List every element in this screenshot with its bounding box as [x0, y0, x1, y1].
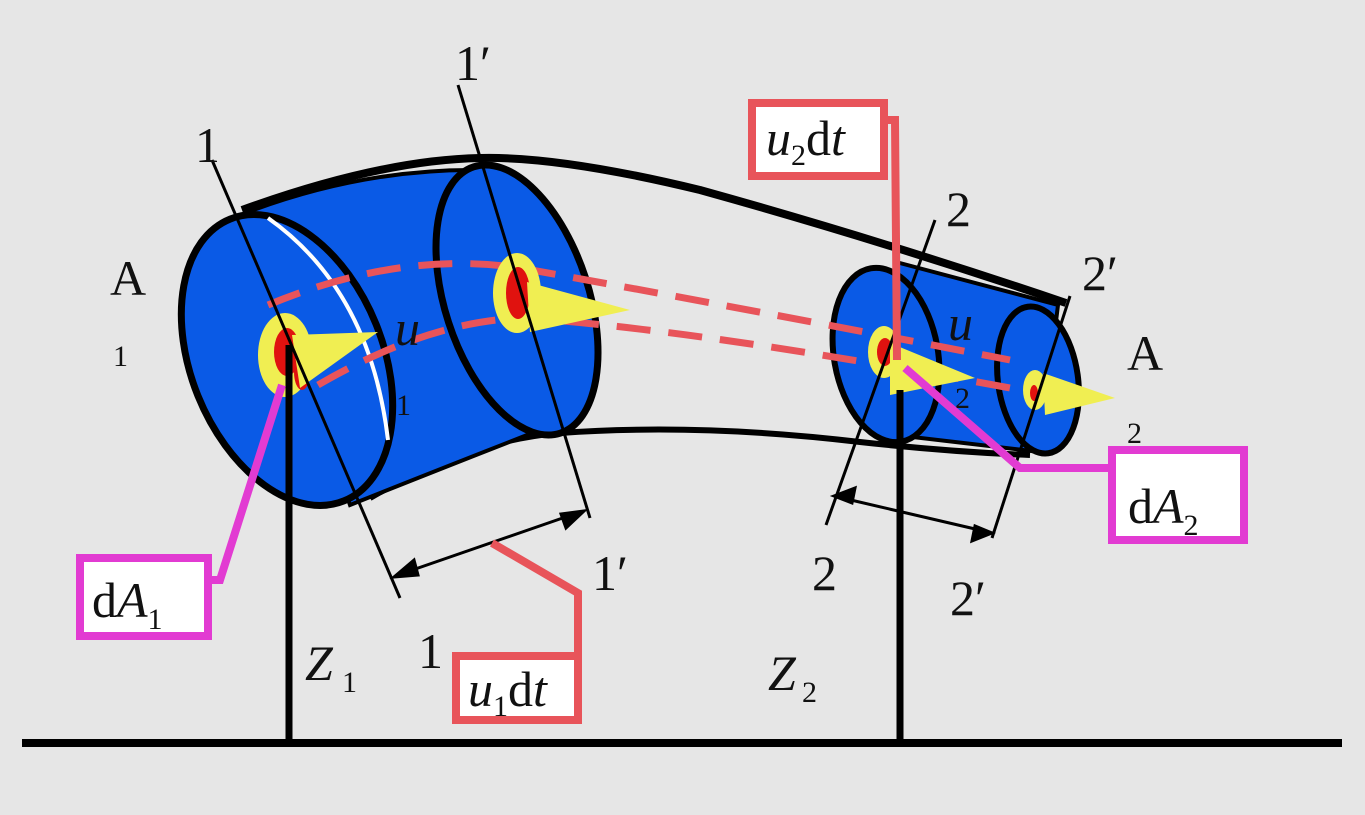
yellow-arrow-icon: [1043, 373, 1115, 415]
callout-dA1: dA1: [76, 554, 212, 640]
yellow-arrow-icon: [527, 282, 630, 332]
label-velocity-2: u: [948, 295, 973, 351]
label-section-1p-top: 1′: [455, 35, 491, 91]
section-line-1p: [456, 84, 592, 519]
displacement-arrow-2: [829, 485, 996, 544]
pipe-top-wall: [240, 153, 1068, 307]
label-area-2-sub: 2: [1127, 417, 1142, 450]
label-area-2: A: [1127, 325, 1163, 381]
yellow-arrow-icon: [890, 343, 975, 395]
callout-u1dt: u1dt: [452, 652, 582, 724]
leader-dA2: [902, 364, 1118, 472]
callout-dA2: dA2: [1108, 446, 1248, 544]
label-section-2p-top: 2′: [1082, 245, 1118, 301]
section-line-2: [824, 219, 937, 526]
label-section-1p-bottom: 1′: [592, 545, 628, 601]
section-line-2p: [990, 295, 1072, 539]
label-velocity-1-sub: 1: [396, 389, 411, 422]
label-area-1: A: [110, 250, 146, 306]
label-z2-sub: 2: [802, 676, 817, 709]
label-section-2-bottom: 2: [812, 545, 837, 601]
label-section-1-top: 1: [195, 117, 220, 173]
label-z1-sub: 1: [342, 666, 357, 699]
displacement-arrow-1: [389, 508, 589, 579]
label-velocity-1: u: [395, 300, 420, 356]
svg-text:dA2: dA2: [1128, 478, 1199, 542]
label-section-2-top: 2: [946, 181, 971, 237]
label-section-1-bottom: 1: [418, 623, 443, 679]
svg-text:u1dt: u1dt: [468, 661, 548, 723]
label-velocity-2-sub: 2: [955, 382, 970, 415]
section-1-highlight: [266, 216, 390, 441]
label-section-2p-bottom: 2′: [950, 570, 986, 626]
section-line-1: [210, 159, 402, 599]
callout-u2dt: u2dt: [748, 99, 888, 180]
label-z2: Z: [768, 645, 797, 701]
label-z1: Z: [305, 635, 334, 691]
yellow-arrow-icon: [292, 332, 378, 388]
svg-text:u2dt: u2dt: [766, 110, 846, 172]
svg-text:dA1: dA1: [92, 572, 163, 636]
label-area-1-sub: 1: [113, 340, 128, 373]
